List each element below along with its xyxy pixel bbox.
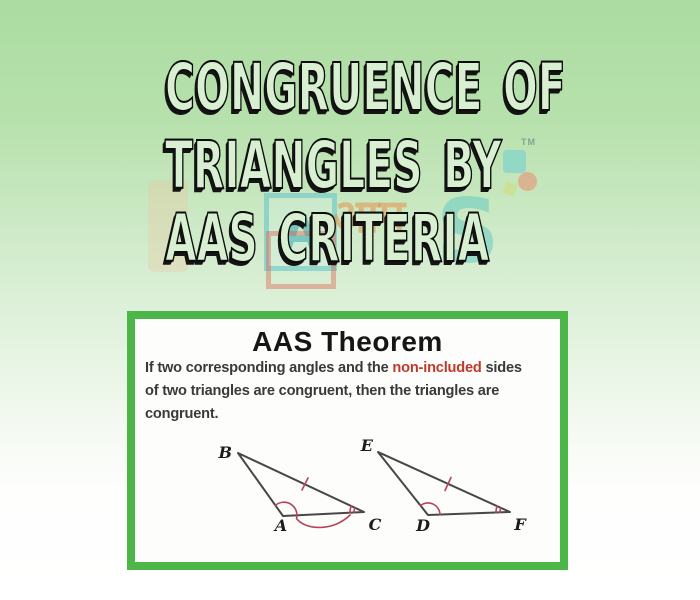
title-line-1: CONGRUENCE OF [164,48,566,127]
trademark-symbol: TM [521,137,536,147]
watermark-yellow-square [502,181,518,197]
angle-c-arc-inner [353,507,356,514]
side-ef-tick [444,476,452,492]
triangle-def [377,451,511,516]
side-bc-tick [301,477,309,491]
angle-a-arc-and-swoop [274,501,351,529]
body-line1-pre: If two corresponding angles and the [145,360,393,376]
theorem-body-line-2: of two triangles are congruent, then the… [145,383,500,399]
angle-f-arc-inner [499,507,502,514]
theorem-body-line-3: congruent. [145,406,219,422]
body-line1-highlight: non-included [392,360,482,376]
vertex-label-b: B [217,443,232,462]
theorem-body-line-1: If two corresponding angles and the non-… [145,357,559,380]
vertex-label-c: C [369,515,382,534]
theorem-card: AAS Theorem If two corresponding angles … [127,311,568,570]
vertex-label-d: D [415,516,430,535]
angle-c-arc-outer [349,505,353,514]
title-line-2: TRIANGLES BY [164,126,502,205]
vertex-label-e: E [360,436,374,455]
theorem-heading: AAS Theorem [252,326,443,357]
theorem-body-text: If two corresponding angles and the non-… [145,357,559,426]
triangle-abc [237,452,365,517]
vertex-label-f: F [513,515,527,534]
vertex-label-a: A [273,516,287,535]
triangles-diagram: B A C E D F [217,436,527,535]
body-line1-post: sides [481,360,522,376]
watermark-teal-square [503,150,526,173]
title-line-3: AAS CRITERIA [164,199,490,278]
angle-d-arc [419,502,441,516]
watermark-orange-circle [518,172,537,191]
angle-f-arc-outer [495,505,498,514]
